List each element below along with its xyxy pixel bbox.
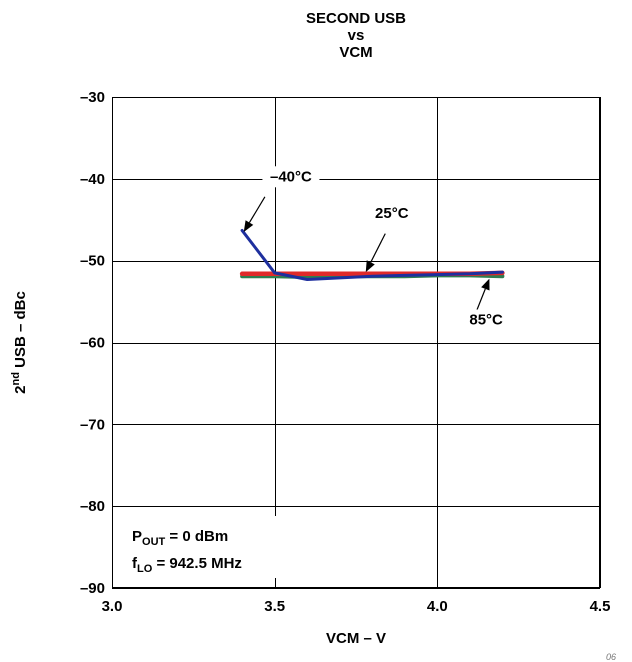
y-tick-label-6: –90 — [80, 580, 105, 597]
annotation-label-1: 25°C — [375, 205, 409, 222]
y-tick-labels: –30 –40 –50 –60 –70 –80 –90 — [80, 89, 105, 597]
conditions-bg — [122, 516, 312, 578]
annotation-label-2: 85°C — [469, 311, 503, 328]
annotation-arrow-0 — [248, 196, 266, 223]
annotation-label-bg-0 — [262, 166, 320, 188]
y-tick-label-1: –40 — [80, 171, 105, 188]
x-tick-label-2: 4.0 — [427, 598, 448, 615]
annotation-label-bg-2 — [462, 309, 511, 331]
y-tick-label-3: –60 — [80, 335, 105, 352]
series-lines — [239, 228, 505, 281]
plot-border — [111, 96, 601, 589]
x-tick-label-3: 4.5 — [590, 598, 611, 615]
figure-number-fragment: 06 — [606, 652, 616, 662]
condition-pout: POUT = 0 dBm — [132, 528, 228, 548]
x-tick-label-1: 3.5 — [264, 598, 285, 615]
x-axis-label: VCM – V — [326, 630, 386, 647]
annotation-arrow-2 — [475, 288, 486, 312]
chart-title-line-1: SECOND USB — [306, 10, 406, 27]
x-tick-labels: 3.0 3.5 4.0 4.5 — [102, 598, 611, 615]
y-axis-label: 2nd USB – dBc — [10, 291, 29, 394]
condition-flo: fLO = 942.5 MHz — [132, 555, 242, 575]
annotation-label-0: –40°C — [270, 168, 312, 185]
y-tick-label-4: –70 — [80, 416, 105, 433]
chart-title-line-2: vs — [348, 27, 365, 44]
chart-title-line-3: VCM — [339, 44, 372, 61]
annotation-label-bg-1 — [367, 203, 416, 225]
test-conditions: POUT = 0 dBm fLO = 942.5 MHz — [122, 516, 312, 578]
annotation-arrowhead-0 — [243, 220, 254, 233]
annotation-arrow-1 — [370, 233, 386, 263]
plot-frame — [111, 96, 601, 589]
annotation-arrowhead-2 — [481, 278, 490, 291]
grid — [112, 97, 601, 589]
y-tick-label-0: –30 — [80, 89, 105, 106]
axis-labels: VCM – V 2nd USB – dBc — [10, 291, 386, 647]
series-line-2 — [240, 228, 504, 281]
x-tick-label-0: 3.0 — [102, 598, 123, 615]
annotations: –40°C 25°C 85°C — [243, 166, 511, 331]
y-tick-label-5: –80 — [80, 498, 105, 515]
annotation-arrowhead-1 — [365, 260, 375, 273]
y-tick-label-2: –50 — [80, 253, 105, 270]
